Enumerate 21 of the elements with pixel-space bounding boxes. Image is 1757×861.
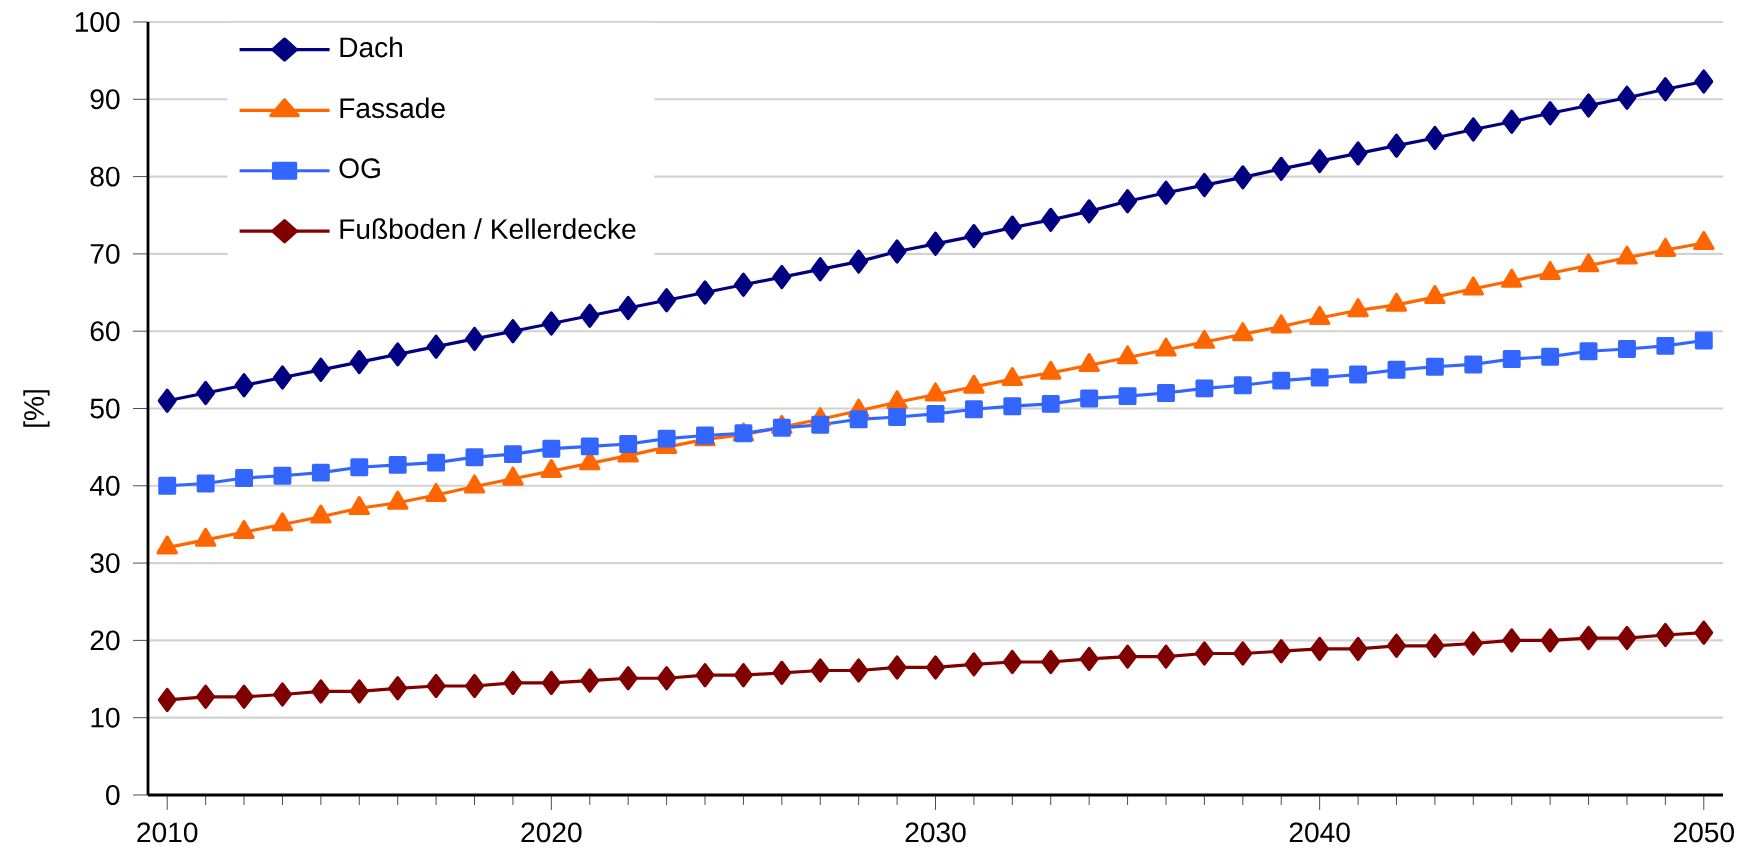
x-tick-label: 2030: [905, 822, 966, 843]
y-tick-label: 80: [90, 166, 120, 187]
x-tick-label: 2010: [137, 822, 198, 843]
legend-label: Dach: [340, 36, 403, 58]
x-tick-label: 2020: [521, 822, 582, 843]
legend-label: Fußboden / Kellerdecke: [340, 218, 636, 240]
y-tick-label: 70: [90, 243, 120, 264]
y-tick-label: 0: [106, 785, 120, 805]
y-tick-label: 50: [90, 398, 120, 419]
x-tick-label: 2040: [1289, 822, 1350, 843]
y-axis-title: [%]: [23, 390, 50, 427]
y-tick-label: 90: [90, 89, 120, 110]
y-tick-label: 40: [89, 475, 120, 496]
y-tick-label: 60: [90, 321, 120, 342]
legend-label: OG: [339, 158, 380, 179]
legend-label: Fassade: [340, 97, 445, 119]
y-tick-label: 30: [90, 553, 120, 574]
y-tick-label: 10: [91, 707, 120, 728]
x-tick-label: 2050: [1673, 822, 1734, 843]
y-tick-label: 100: [75, 12, 120, 32]
y-tick-label: 20: [90, 630, 120, 651]
